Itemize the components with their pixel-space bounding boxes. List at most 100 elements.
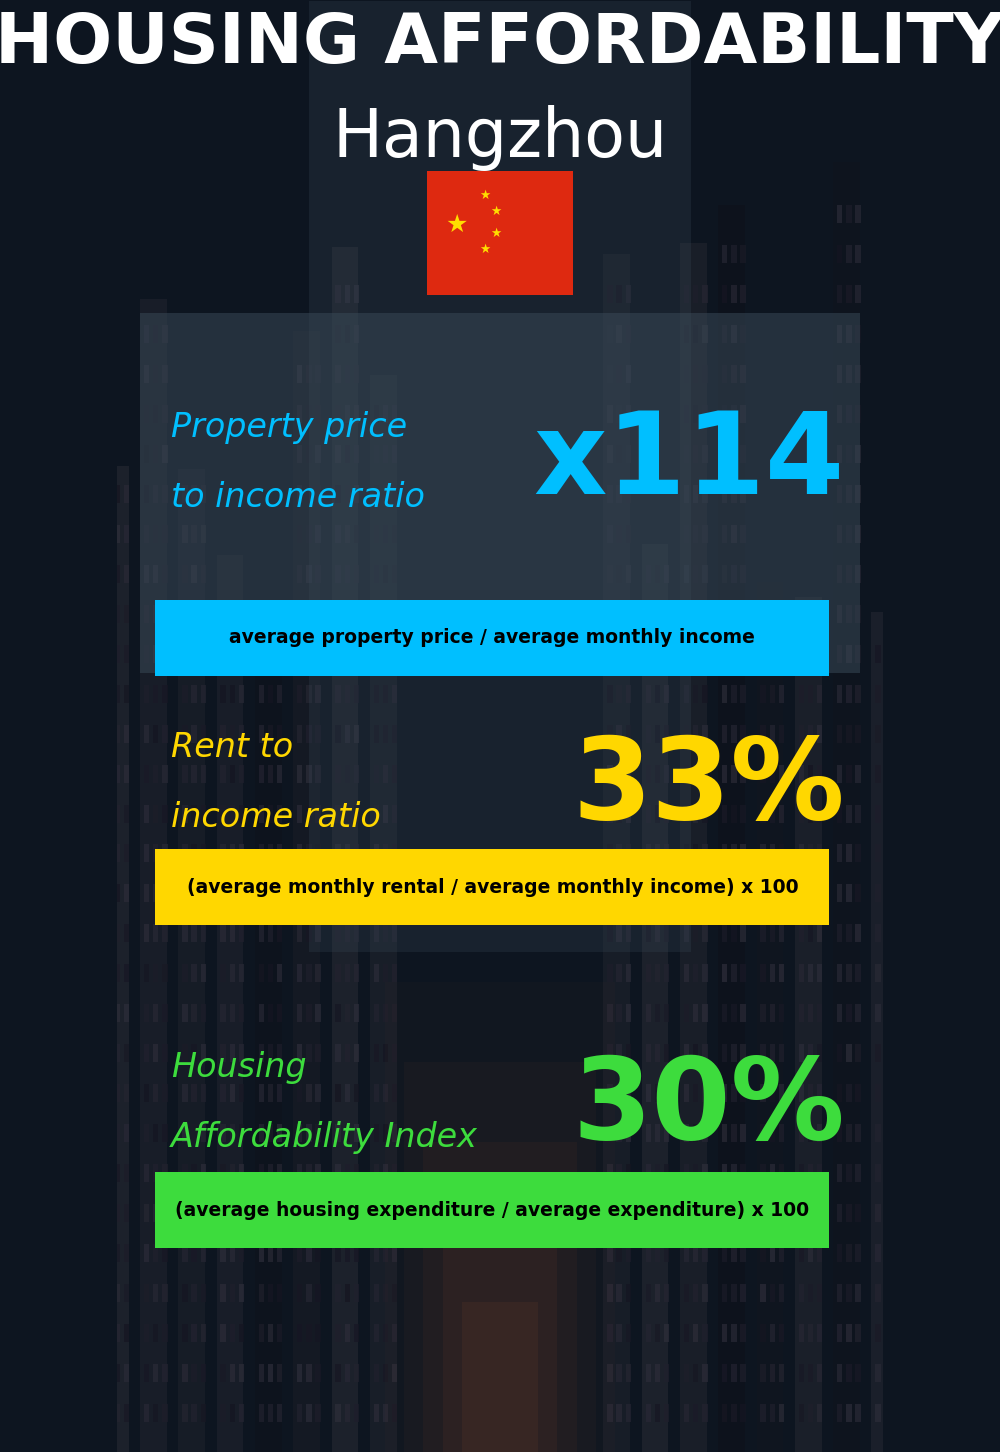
Bar: [153, 804, 158, 822]
Bar: [770, 804, 775, 822]
Bar: [684, 684, 689, 703]
Text: 30%: 30%: [572, 1051, 845, 1163]
Bar: [201, 1204, 206, 1223]
Bar: [383, 1085, 388, 1102]
Bar: [297, 444, 302, 463]
Bar: [374, 1204, 379, 1223]
Bar: [162, 405, 168, 423]
Bar: [124, 485, 129, 502]
Bar: [626, 884, 631, 903]
Bar: [115, 604, 120, 623]
Bar: [684, 1005, 689, 1022]
Bar: [144, 845, 149, 862]
Bar: [855, 1085, 861, 1102]
Bar: [153, 524, 158, 543]
Bar: [374, 804, 379, 822]
Bar: [354, 1284, 359, 1302]
Bar: [702, 645, 708, 662]
Bar: [817, 964, 822, 983]
Bar: [345, 485, 350, 502]
Bar: [846, 405, 852, 423]
Bar: [760, 1124, 766, 1143]
Bar: [239, 925, 244, 942]
Bar: [655, 1284, 660, 1302]
Text: Property price: Property price: [171, 411, 407, 444]
Bar: [374, 1165, 379, 1182]
Bar: [374, 1124, 379, 1143]
Bar: [345, 964, 350, 983]
Bar: [182, 485, 188, 502]
Bar: [191, 765, 197, 783]
Bar: [306, 405, 312, 423]
Text: (average monthly rental / average monthly income) x 100: (average monthly rental / average monthl…: [187, 878, 798, 897]
Bar: [702, 1085, 708, 1102]
Bar: [315, 765, 321, 783]
Bar: [315, 804, 321, 822]
Bar: [259, 925, 264, 942]
Bar: [162, 645, 168, 662]
Bar: [144, 1005, 149, 1022]
Bar: [345, 645, 350, 662]
Bar: [124, 1284, 129, 1302]
Bar: [770, 1005, 775, 1022]
Bar: [626, 1085, 631, 1102]
Text: to income ratio: to income ratio: [171, 481, 425, 514]
Bar: [626, 1363, 631, 1382]
Bar: [297, 1244, 302, 1262]
Bar: [124, 1124, 129, 1143]
Bar: [155, 849, 829, 925]
Bar: [808, 1124, 813, 1143]
Bar: [383, 845, 388, 862]
Bar: [392, 845, 397, 862]
Bar: [124, 524, 129, 543]
Bar: [106, 765, 111, 783]
Bar: [297, 1005, 302, 1022]
Bar: [740, 1363, 746, 1382]
Bar: [684, 524, 689, 543]
Bar: [779, 804, 784, 822]
Bar: [345, 925, 350, 942]
Bar: [684, 1124, 689, 1143]
Bar: [731, 1165, 737, 1182]
Bar: [770, 1044, 775, 1063]
Bar: [799, 1363, 804, 1382]
Bar: [770, 765, 775, 783]
Bar: [616, 1244, 622, 1262]
Bar: [779, 1085, 784, 1102]
Bar: [124, 604, 129, 623]
Bar: [760, 884, 766, 903]
Bar: [817, 1284, 822, 1302]
Bar: [201, 1244, 206, 1262]
Bar: [655, 1165, 660, 1182]
Bar: [297, 1404, 302, 1422]
Bar: [894, 684, 899, 703]
Bar: [616, 325, 622, 343]
Bar: [875, 925, 881, 942]
Bar: [239, 1363, 244, 1382]
Bar: [837, 645, 842, 662]
Bar: [354, 1244, 359, 1262]
Bar: [693, 1005, 698, 1022]
Bar: [875, 684, 881, 703]
Bar: [702, 565, 708, 582]
Bar: [162, 604, 168, 623]
Bar: [760, 1005, 766, 1022]
Bar: [153, 1124, 158, 1143]
Bar: [722, 1363, 727, 1382]
Bar: [607, 884, 613, 903]
Bar: [740, 485, 746, 502]
Bar: [124, 1165, 129, 1182]
Bar: [306, 1165, 312, 1182]
Bar: [315, 604, 321, 623]
Bar: [144, 964, 149, 983]
Bar: [779, 845, 784, 862]
Bar: [115, 524, 120, 543]
Bar: [383, 1005, 388, 1022]
Bar: [884, 765, 890, 783]
Bar: [740, 1204, 746, 1223]
Bar: [740, 884, 746, 903]
Bar: [760, 1204, 766, 1223]
Bar: [268, 925, 273, 942]
Bar: [239, 1005, 244, 1022]
Bar: [731, 925, 737, 942]
